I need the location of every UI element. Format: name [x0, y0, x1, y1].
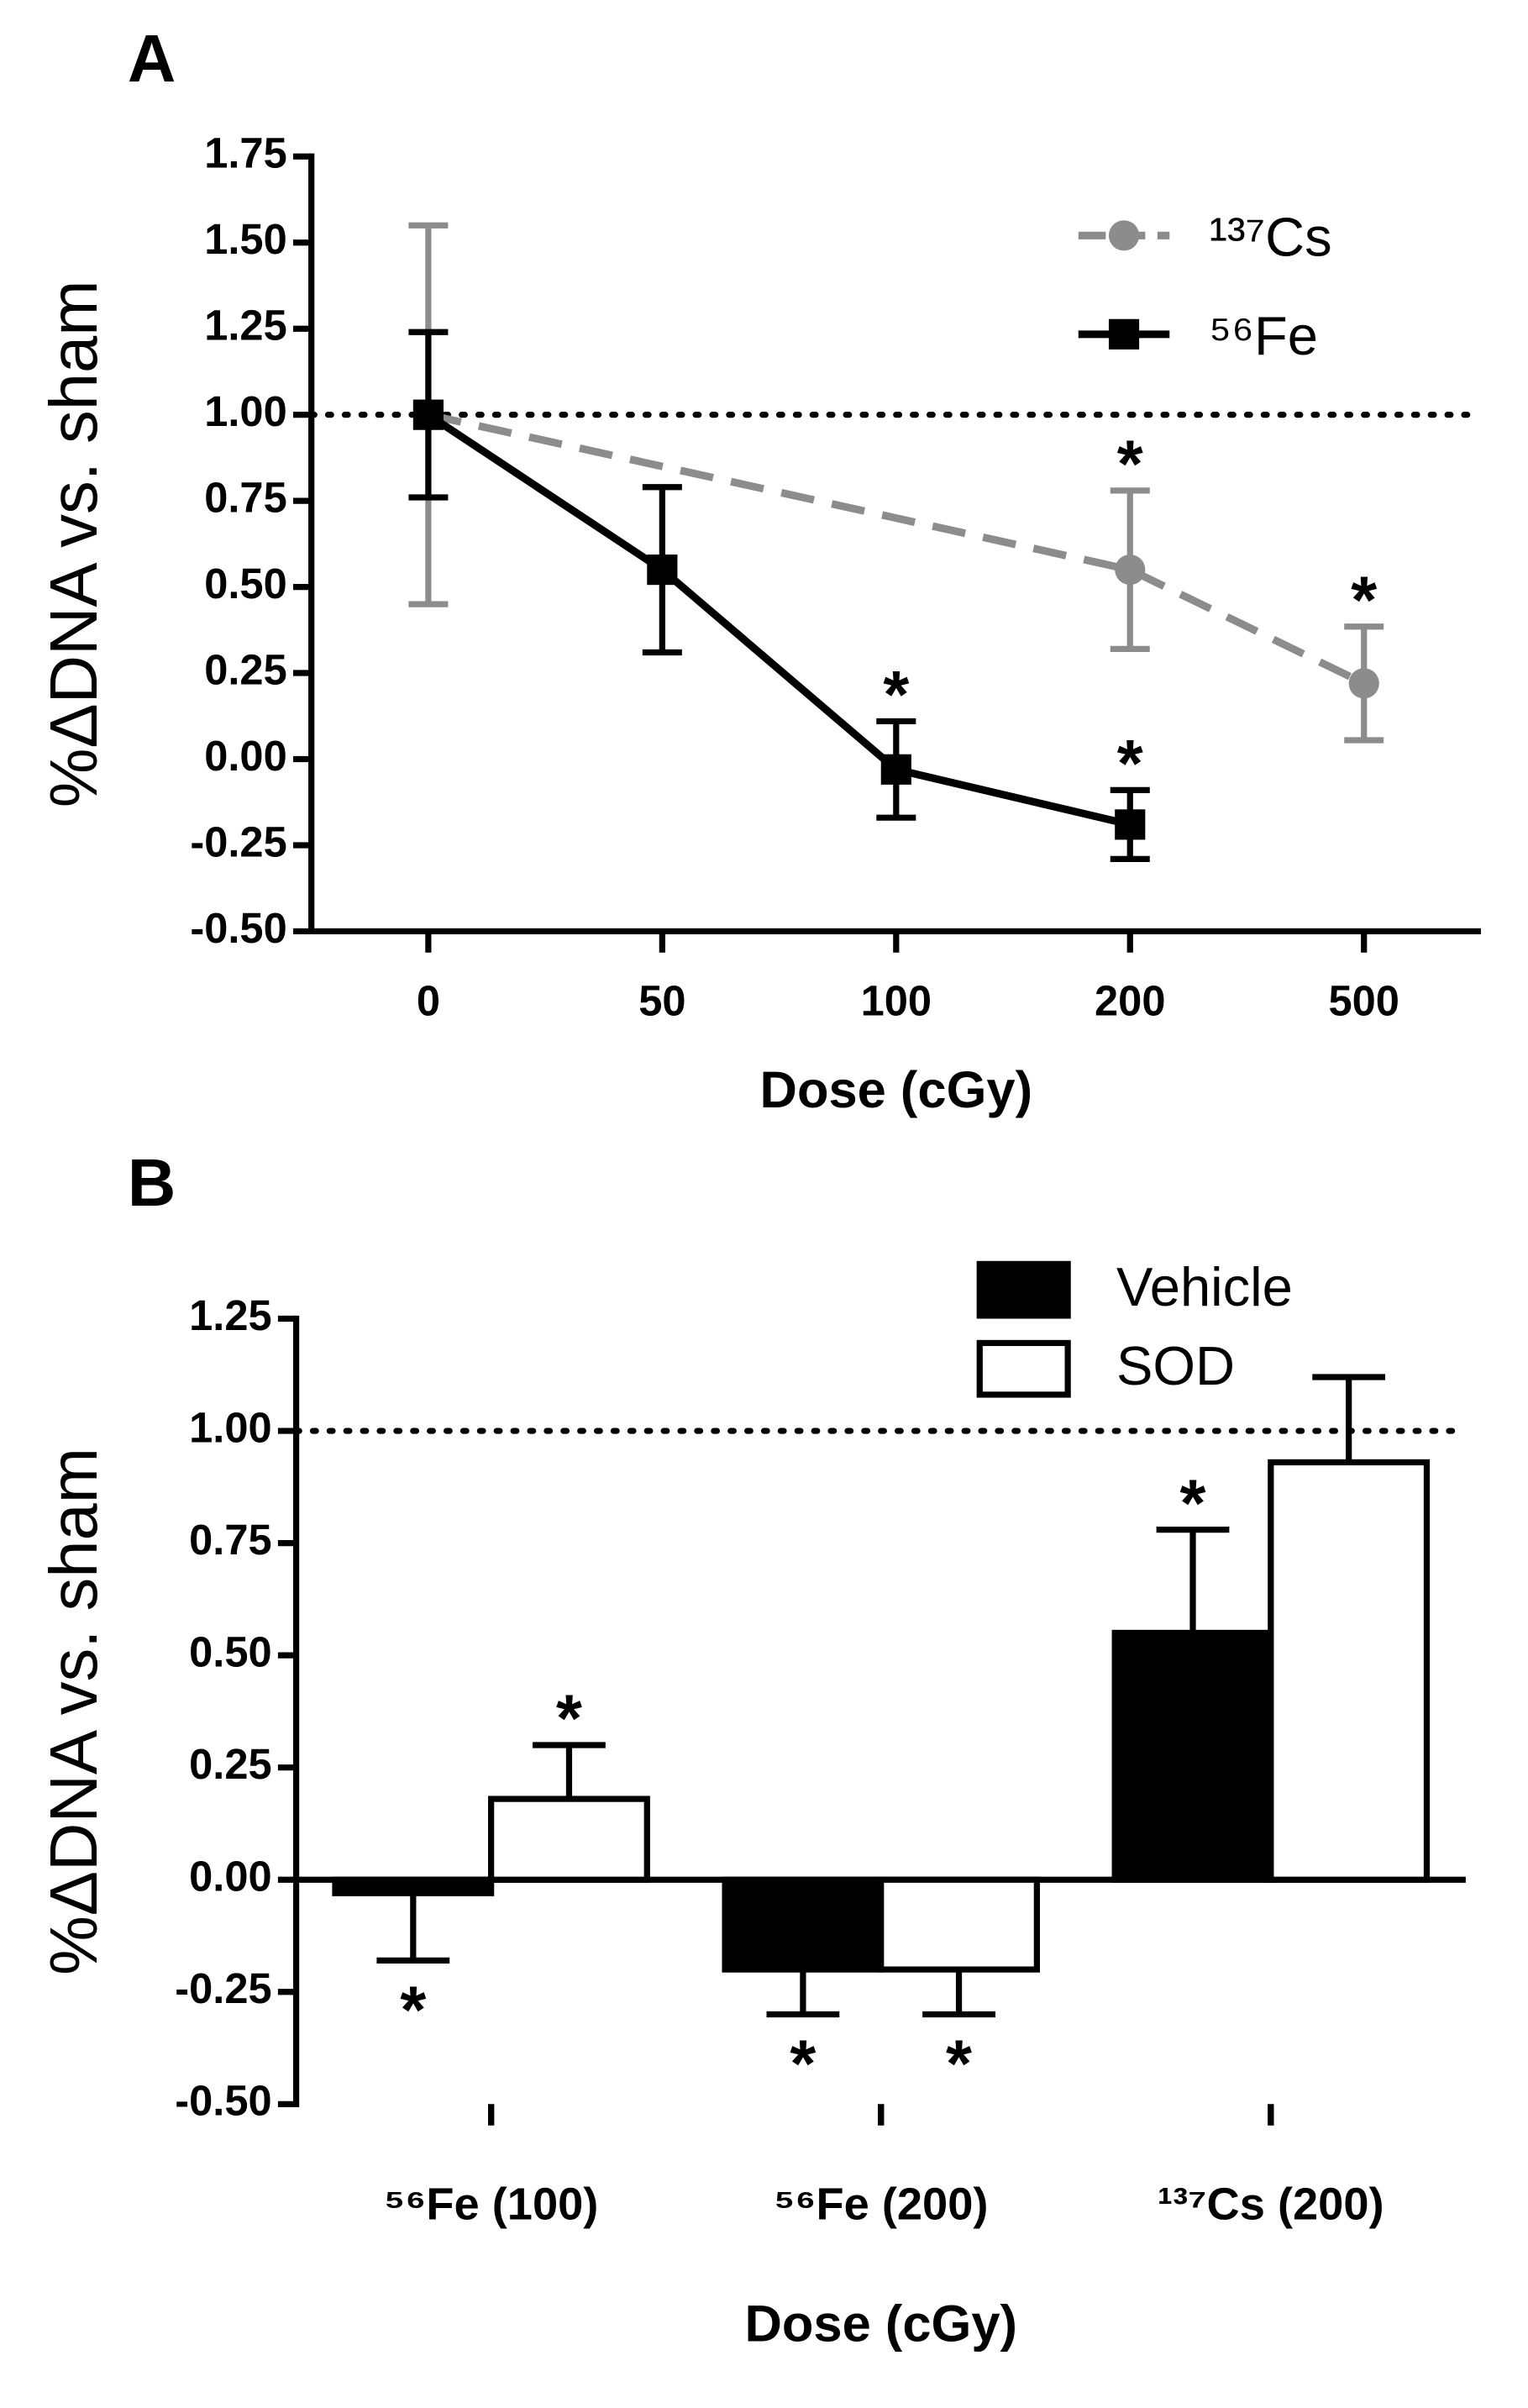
- bar: [1268, 1459, 1431, 1883]
- y-tick-label: 1.75: [204, 129, 287, 177]
- y-tick-label: 0.75: [204, 474, 287, 522]
- legend-marker: [1108, 220, 1140, 251]
- y-tick-label: 1.00: [204, 387, 287, 435]
- legend-marker: [1108, 318, 1140, 350]
- series-line: [427, 411, 1366, 687]
- point: [880, 754, 911, 785]
- y-tick-label: 0.50: [189, 1628, 272, 1676]
- y-tick-label: 0.75: [189, 1516, 272, 1564]
- legend-swatch: [976, 1260, 1071, 1319]
- bar: [332, 1876, 495, 1896]
- x-tick-label: 200: [1095, 977, 1165, 1025]
- point: [1115, 555, 1146, 586]
- y-tick-label: -0.25: [175, 1964, 271, 2012]
- significance-star: *: [556, 1681, 582, 1756]
- significance-star: *: [1117, 427, 1143, 502]
- bar: [722, 1876, 885, 1973]
- y-tick-label: 1.25: [204, 302, 287, 350]
- x-axis-title: Dose (cGy): [760, 1061, 1033, 1119]
- y-axis-title: %ΔDNA vs. sham: [36, 1448, 111, 1975]
- legend-label: ⁵⁶Fe: [1209, 305, 1318, 366]
- x-tick-label: 50: [638, 977, 685, 1025]
- legend-swatch: [976, 1339, 1071, 1398]
- y-tick-label: 1.25: [189, 1291, 272, 1339]
- x-tick-label: ¹³⁷Cs (200): [1158, 2179, 1384, 2230]
- panel-label: B: [128, 1145, 176, 1220]
- x-tick-label: 500: [1328, 977, 1399, 1025]
- point: [1115, 809, 1146, 840]
- y-tick-label: 0.50: [204, 560, 287, 607]
- y-tick-label: 0.25: [204, 645, 287, 693]
- x-tick-label: 0: [417, 977, 440, 1025]
- significance-star: *: [946, 2027, 972, 2101]
- legend-label: ¹³⁷Cs: [1209, 207, 1331, 268]
- y-tick-label: 1.00: [189, 1403, 272, 1451]
- y-tick-label: 0.00: [189, 1853, 272, 1901]
- x-tick-label: ⁵⁶Fe (100): [384, 2179, 598, 2230]
- y-tick-label: -0.25: [190, 818, 286, 865]
- x-tick-label: 100: [861, 977, 932, 1025]
- y-tick-label: -0.50: [190, 904, 286, 952]
- significance-star: *: [400, 1973, 426, 2048]
- bar: [1111, 1629, 1274, 1883]
- y-tick-label: 0.00: [204, 732, 287, 780]
- series-line: [426, 411, 1132, 828]
- bar: [488, 1795, 650, 1883]
- point: [647, 555, 678, 586]
- significance-star: *: [1117, 726, 1143, 801]
- panel-label: A: [128, 21, 176, 96]
- y-tick-label: 1.50: [204, 215, 287, 263]
- point: [412, 399, 444, 430]
- significance-star: *: [1351, 562, 1377, 637]
- y-tick-label: 0.25: [189, 1740, 272, 1788]
- significance-star: *: [790, 2027, 816, 2101]
- y-axis-title: %ΔDNA vs. sham: [36, 280, 111, 807]
- x-tick-label: ⁵⁶Fe (200): [774, 2179, 988, 2230]
- y-tick-label: -0.50: [175, 2077, 271, 2125]
- point: [1348, 668, 1379, 699]
- significance-star: *: [883, 657, 909, 732]
- legend-label: Vehicle: [1116, 1256, 1293, 1317]
- significance-star: *: [1180, 1465, 1206, 1540]
- bar: [878, 1876, 1040, 1973]
- legend-label: SOD: [1116, 1335, 1235, 1396]
- x-axis-title: Dose (cGy): [744, 2295, 1017, 2353]
